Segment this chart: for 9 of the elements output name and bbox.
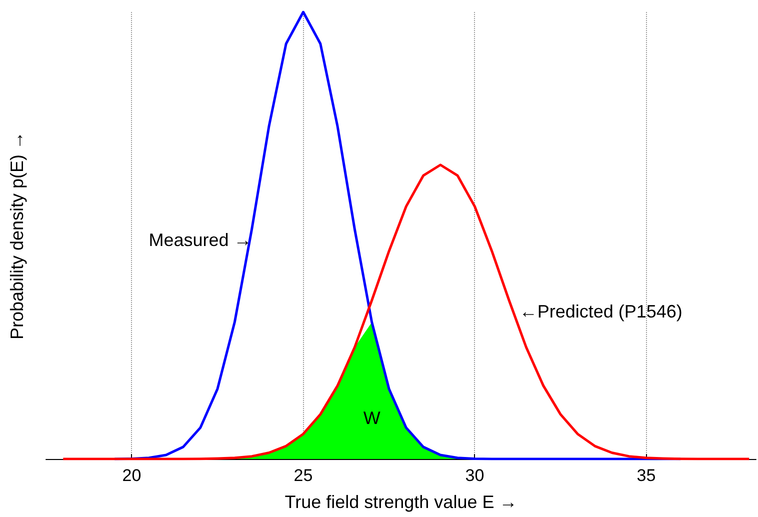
x-tick-label: 35 (636, 466, 656, 485)
x-tick-label: 30 (465, 466, 484, 485)
x-axis-title: True field strength value E → (284, 492, 518, 512)
x-tick-label: 25 (294, 466, 313, 485)
annotation: Measured → (148, 230, 252, 250)
y-axis-title: Probability density p(E) → (7, 131, 27, 340)
x-tick-label: 20 (122, 466, 142, 485)
annotation: W (363, 408, 380, 428)
annotation: ←Predicted (P1546) (519, 301, 682, 322)
